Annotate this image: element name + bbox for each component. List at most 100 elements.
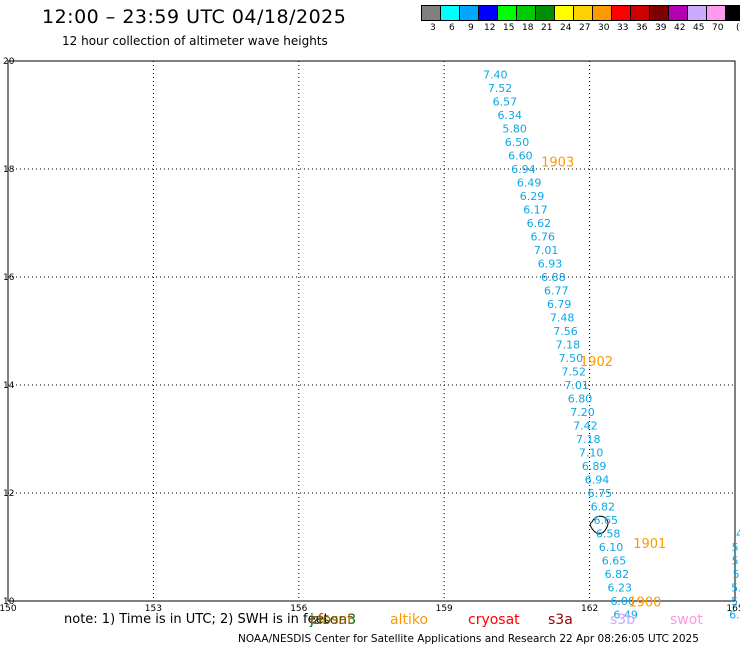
latitude-tick-label: 10 xyxy=(3,597,15,607)
wave-height-value: 6.27 xyxy=(729,608,740,621)
wave-height-value: 6.23 xyxy=(608,581,633,594)
island-outline xyxy=(589,515,609,535)
wave-height-value: 6.80 xyxy=(568,392,593,405)
legend-swatches xyxy=(421,5,740,21)
wave-height-value: 6.57 xyxy=(493,95,517,108)
longitude-tick-label: 162 xyxy=(581,604,598,614)
wave-height-value: 6.49 xyxy=(613,608,638,621)
longitude-labels: 150 153 156 159 162 165 xyxy=(0,604,740,614)
wave-height-value: 7.50 xyxy=(559,352,584,365)
wave-height-value: 6.34 xyxy=(498,109,522,122)
pass-time-label: 1902 xyxy=(580,355,613,370)
latitude-tick-label: 20 xyxy=(3,57,15,67)
legend-label: 18 xyxy=(522,23,534,33)
legend-label: 21 xyxy=(541,23,553,33)
longitude-tick-label: 159 xyxy=(436,604,453,614)
wave-height-value: 6.94 xyxy=(585,473,610,486)
wave-height-value: 7.52 xyxy=(488,82,513,95)
satellite-label-swot: swot xyxy=(670,612,703,628)
satellite-label-cfosat: cfosat xyxy=(310,612,353,628)
wave-height-value: 7.52 xyxy=(561,365,586,378)
pass-time-label: 1900 xyxy=(628,595,661,610)
wave-height-value: 6.75 xyxy=(588,487,613,500)
wave-height-value: 6.58 xyxy=(596,527,621,540)
legend-swatch xyxy=(725,5,740,21)
legend-label: 6 xyxy=(449,23,455,33)
wave-height-value: 6.76 xyxy=(530,230,555,243)
wave-height-value: 6.65 xyxy=(602,554,627,567)
latitude-tick-label: 14 xyxy=(3,381,15,391)
legend-label: 36 xyxy=(636,23,648,33)
wave-height-value: 6.82 xyxy=(605,568,630,581)
legend-label: 9 xyxy=(468,23,474,33)
wave-height-value: 6.49 xyxy=(517,176,542,189)
wave-height-value: 7.18 xyxy=(556,338,581,351)
legend-label: 70 xyxy=(712,23,724,33)
satellite-label-s3a: s3a xyxy=(548,612,573,628)
longitude-tick-label: 150 xyxy=(0,604,17,614)
legend-label: 42 xyxy=(674,23,686,33)
page-subtitle: 12 hour collection of altimeter wave hei… xyxy=(62,34,328,48)
page-title: 12:00 – 23:59 UTC 04/18/2025 xyxy=(42,6,347,28)
footer-credit: NOAA/NESDIS Center for Satellite Applica… xyxy=(238,633,699,645)
satellite-label-cryosat: cryosat xyxy=(468,612,520,628)
wave-height-value: 5.4 xyxy=(731,595,740,608)
wave-height-value: 5 xyxy=(732,541,739,554)
longitude-tick-label: 165 xyxy=(726,604,740,614)
pass-time-label: 1903 xyxy=(541,155,574,170)
wave-height-value: 5.1 xyxy=(733,568,740,581)
wave-height-value: 6.62 xyxy=(527,217,552,230)
legend-label: 30 xyxy=(598,23,610,33)
wave-height-value: 6.50 xyxy=(505,136,530,149)
wave-height-value: 7.56 xyxy=(553,325,578,338)
pass-time-label: 1901 xyxy=(633,537,666,552)
latitude-labels: 10 12 14 16 18 20 xyxy=(3,57,15,607)
wave-height-value: 6.79 xyxy=(547,298,572,311)
wave-height-value: 7.18 xyxy=(576,433,601,446)
wave-height-value: 6.93 xyxy=(538,257,563,270)
latitude-tick-label: 16 xyxy=(3,273,15,283)
wave-height-value: 6.77 xyxy=(544,284,569,297)
legend-label: 33 xyxy=(617,23,629,33)
longitude-tick-label: 156 xyxy=(290,604,307,614)
latitude-tick-label: 18 xyxy=(3,165,15,175)
legend-label: 27 xyxy=(579,23,591,33)
satellite-label-jason3: jason3 xyxy=(310,612,357,628)
pass-time-labels: 1903 1902 1901 1900 xyxy=(541,155,666,610)
wave-height-value: 6.60 xyxy=(508,149,533,162)
map-frame xyxy=(7,60,736,602)
wave-height-value: 7.01 xyxy=(564,379,589,392)
wave-height-track: 7.407.526.576.345.806.506.606.946.496.29… xyxy=(483,68,638,621)
wave-height-value: 6.10 xyxy=(599,541,624,554)
wave-height-value: 6.65 xyxy=(593,514,618,527)
wave-height-value: 5.80 xyxy=(502,122,527,135)
wave-height-value: 7.40 xyxy=(483,68,508,81)
wave-height-value: 6.89 xyxy=(582,460,607,473)
footer-note: note: 1) Time is in UTC; 2) SWH is in fe… xyxy=(64,612,329,627)
wave-height-value: 6.06 xyxy=(610,595,635,608)
wave-height-value: 6.29 xyxy=(520,190,545,203)
wave-height-value: 7.48 xyxy=(550,311,575,324)
wave-height-value: 7.42 xyxy=(573,419,598,432)
wave-height-value: 6.82 xyxy=(591,500,616,513)
legend-label: 39 xyxy=(655,23,667,33)
wave-height-value: 5.0 xyxy=(731,581,740,594)
satellite-label-altiko: altiko xyxy=(390,612,429,628)
wave-height-value: 7.01 xyxy=(534,244,559,257)
legend-label: 45 xyxy=(693,23,705,33)
wave-height-value: 7.10 xyxy=(579,446,604,459)
wave-height-value: 6.88 xyxy=(541,271,566,284)
wave-height-value: 7.20 xyxy=(570,406,595,419)
wave-height-value: 4 xyxy=(736,527,740,540)
longitude-tick-label: 153 xyxy=(145,604,162,614)
latitude-tick-label: 12 xyxy=(3,489,14,499)
legend-unit: (ft) xyxy=(736,23,740,33)
legend-label: 15 xyxy=(503,23,515,33)
legend-label: 12 xyxy=(484,23,496,33)
wave-height-value: 6.17 xyxy=(523,203,548,216)
legend-label: 24 xyxy=(560,23,572,33)
